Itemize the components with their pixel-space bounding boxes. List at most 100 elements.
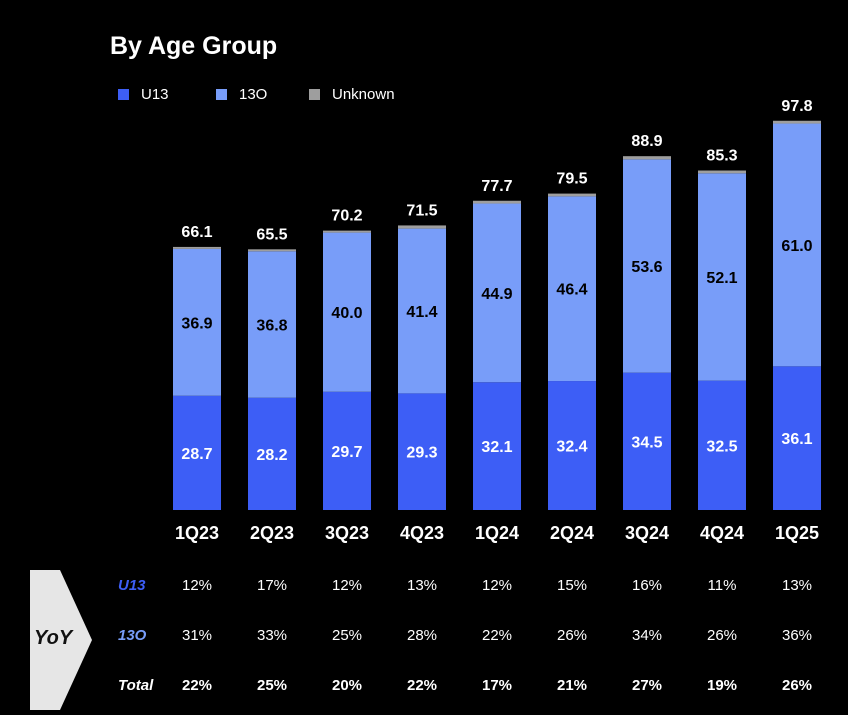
bar-13o-4Q24 (698, 173, 746, 381)
data-label-13o-1Q25: 61.0 (781, 238, 812, 255)
data-label-u13-2Q23: 28.2 (256, 447, 287, 464)
data-label-total-2Q23: 65.5 (256, 226, 287, 243)
bar-13o-3Q23 (323, 232, 371, 392)
data-label-13o-3Q24: 53.6 (631, 259, 662, 276)
yoy-cell-13o-2Q24: 26% (556, 627, 588, 644)
bar-unknown-3Q24 (623, 156, 671, 160)
bar-u13-2Q23 (248, 397, 296, 510)
legend-swatch-unknown (309, 89, 320, 100)
legend-label-u13: U13 (141, 86, 169, 103)
data-label-13o-4Q24: 52.1 (706, 270, 737, 287)
yoy-cell-u13-1Q24: 12% (481, 577, 513, 594)
data-label-13o-1Q24: 44.9 (481, 286, 512, 303)
bar-unknown-1Q24 (473, 200, 521, 204)
yoy-cell-total-1Q23: 22% (181, 677, 213, 694)
yoy-cell-u13-3Q23: 12% (331, 577, 363, 594)
legend-item-u13: U13 (118, 86, 169, 103)
bar-unknown-2Q23 (248, 249, 296, 252)
data-label-13o-3Q23: 40.0 (331, 305, 362, 322)
data-label-u13-1Q24: 32.1 (481, 439, 512, 456)
bar-unknown-2Q24 (548, 193, 596, 197)
x-tick-2Q24: 2Q24 (550, 523, 594, 543)
data-label-u13-1Q25: 36.1 (781, 431, 812, 448)
yoy-cell-total-2Q23: 25% (256, 677, 288, 694)
data-label-13o-2Q24: 46.4 (556, 282, 587, 299)
bar-u13-1Q23 (173, 395, 221, 510)
x-tick-4Q24: 4Q24 (700, 523, 744, 543)
data-label-u13-2Q24: 32.4 (556, 439, 587, 456)
x-tick-1Q24: 1Q24 (475, 523, 519, 543)
bar-unknown-4Q24 (698, 170, 746, 174)
data-label-total-1Q25: 97.8 (781, 98, 812, 115)
data-label-total-3Q24: 88.9 (631, 133, 662, 150)
yoy-cell-total-4Q24: 19% (706, 677, 738, 694)
data-label-u13-3Q23: 29.7 (331, 444, 362, 461)
bar-13o-4Q23 (398, 228, 446, 394)
yoy-table (0, 565, 848, 715)
bar-u13-1Q25 (773, 366, 821, 510)
data-label-total-4Q24: 85.3 (706, 148, 737, 165)
yoy-cell-total-3Q24: 27% (631, 677, 663, 694)
yoy-cell-u13-4Q23: 13% (406, 577, 438, 594)
bar-13o-2Q23 (248, 251, 296, 398)
yoy-cell-u13-3Q24: 16% (631, 577, 663, 594)
bar-u13-3Q23 (323, 391, 371, 510)
legend-swatch-13o (216, 89, 227, 100)
yoy-cell-total-1Q24: 17% (481, 677, 513, 694)
x-tick-1Q23: 1Q23 (175, 523, 219, 543)
bar-unknown-1Q25 (773, 120, 821, 124)
yoy-cell-u13-1Q25: 13% (781, 577, 813, 594)
x-tick-2Q23: 2Q23 (250, 523, 294, 543)
x-tick-4Q23: 4Q23 (400, 523, 444, 543)
bar-13o-3Q24 (623, 159, 671, 373)
yoy-cell-u13-4Q24: 11% (707, 577, 737, 594)
yoy-cell-13o-1Q24: 22% (481, 627, 513, 644)
data-label-total-3Q23: 70.2 (331, 208, 362, 225)
legend-swatch-u13 (118, 89, 129, 100)
yoy-cell-13o-3Q23: 25% (331, 627, 363, 644)
yoy-row-label-u13: U13 (118, 577, 146, 594)
bar-13o-2Q24 (548, 196, 596, 382)
yoy-cell-total-1Q25: 26% (781, 677, 813, 694)
bar-13o-1Q24 (473, 203, 521, 383)
bar-unknown-3Q23 (323, 230, 371, 233)
data-label-total-1Q24: 77.7 (481, 178, 512, 195)
legend-item-unknown: Unknown (309, 86, 395, 103)
x-tick-3Q24: 3Q24 (625, 523, 669, 543)
legend-label-unknown: Unknown (332, 86, 395, 103)
bar-u13-2Q24 (548, 381, 596, 510)
yoy-cell-u13-1Q23: 12% (181, 577, 213, 594)
bar-13o-1Q23 (173, 248, 221, 396)
yoy-cell-13o-4Q23: 28% (406, 627, 438, 644)
yoy-label: YoY (34, 627, 73, 649)
x-tick-3Q23: 3Q23 (325, 523, 369, 543)
data-label-13o-4Q23: 41.4 (406, 304, 437, 321)
yoy-cell-total-3Q23: 20% (331, 677, 363, 694)
yoy-cell-total-4Q23: 22% (406, 677, 438, 694)
data-label-total-2Q24: 79.5 (556, 171, 587, 188)
yoy-cell-u13-2Q23: 17% (256, 577, 288, 594)
bar-u13-3Q24 (623, 372, 671, 510)
stacked-bar-chart: 28.7 36.9 66.1 1Q23 28.2 36.8 65.5 2Q23 29.7 40.0… (173, 98, 821, 543)
yoy-cell-13o-1Q25: 36% (781, 627, 813, 644)
chart-title: By Age Group (110, 32, 278, 60)
data-label-13o-2Q23: 36.8 (256, 318, 287, 335)
data-label-u13-4Q23: 29.3 (406, 445, 437, 462)
yoy-cell-13o-1Q23: 31% (181, 627, 213, 644)
data-label-u13-1Q23: 28.7 (181, 446, 212, 463)
yoy-cell-13o-3Q24: 34% (631, 627, 663, 644)
bar-u13-4Q24 (698, 380, 746, 510)
data-label-13o-1Q23: 36.9 (181, 315, 212, 332)
data-label-total-1Q23: 66.1 (181, 224, 212, 241)
bar-13o-1Q25 (773, 123, 821, 367)
legend-item-13o: 13O (216, 86, 267, 103)
bar-u13-1Q24 (473, 382, 521, 510)
yoy-cell-u13-2Q24: 15% (556, 577, 588, 594)
yoy-row-label-total: Total (118, 677, 154, 694)
data-label-u13-4Q24: 32.5 (706, 438, 737, 455)
legend-label-13o: 13O (239, 86, 268, 103)
bar-u13-4Q23 (398, 393, 446, 510)
yoy-cell-13o-4Q24: 26% (706, 627, 738, 644)
bar-unknown-4Q23 (398, 225, 446, 229)
yoy-row-label-13o: 13O (118, 627, 147, 644)
